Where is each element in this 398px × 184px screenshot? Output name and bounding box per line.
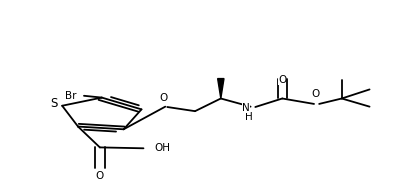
Text: O: O [278, 75, 287, 85]
Text: S: S [51, 98, 58, 110]
Text: O: O [96, 171, 104, 181]
Polygon shape [218, 79, 224, 98]
Text: Br: Br [64, 91, 76, 101]
Text: O: O [311, 89, 319, 99]
Text: OH: OH [154, 143, 171, 153]
Text: H: H [246, 112, 253, 122]
Text: N: N [242, 103, 250, 114]
Text: O: O [159, 93, 168, 103]
